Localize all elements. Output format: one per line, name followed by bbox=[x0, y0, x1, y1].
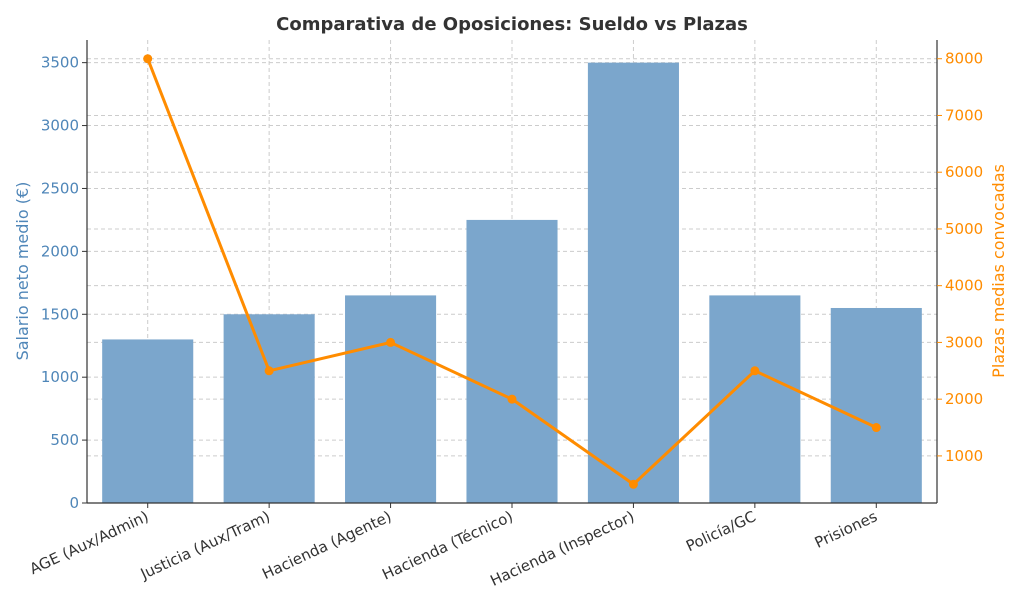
y2-tick-label: 1000 bbox=[945, 447, 983, 465]
line-point bbox=[750, 366, 760, 376]
x-tick-label: Prisiones bbox=[812, 507, 880, 552]
y2-tick-label: 7000 bbox=[945, 106, 983, 124]
bar bbox=[223, 314, 315, 503]
bars bbox=[102, 62, 922, 504]
y2-tick-label: 6000 bbox=[945, 163, 983, 181]
line-point bbox=[628, 479, 638, 489]
y2-tick-label: 8000 bbox=[945, 50, 983, 68]
line-point bbox=[507, 394, 517, 404]
y2-tick-label: 4000 bbox=[945, 277, 983, 295]
x-tick-label: Justicia (Aux/Tram) bbox=[137, 507, 273, 583]
y-tick-label: 2500 bbox=[41, 179, 79, 197]
y-tick-label: 3000 bbox=[41, 117, 79, 135]
line-point bbox=[143, 54, 153, 64]
y2-tick-label: 5000 bbox=[945, 220, 983, 238]
y2-axis-label: Plazas medias convocadas bbox=[989, 164, 1008, 378]
x-tick-label: Hacienda (Agente) bbox=[259, 507, 394, 583]
y-tick-label: 3500 bbox=[41, 54, 79, 72]
line-series bbox=[143, 54, 881, 489]
y-tick-label: 2000 bbox=[41, 242, 79, 260]
y2-tick-label: 2000 bbox=[945, 390, 983, 408]
bar bbox=[345, 295, 437, 503]
y-tick-label: 0 bbox=[69, 494, 79, 512]
bar bbox=[102, 339, 194, 503]
y-tick-label: 500 bbox=[50, 431, 79, 449]
line-point bbox=[871, 423, 881, 433]
x-tick-label: AGE (Aux/Admin) bbox=[27, 507, 152, 578]
bar bbox=[830, 307, 922, 503]
chart-title: Comparativa de Oposiciones: Sueldo vs Pl… bbox=[276, 14, 748, 35]
line-point bbox=[386, 337, 396, 347]
bar bbox=[466, 219, 558, 503]
x-tick-label: Policía/GC bbox=[683, 507, 758, 555]
bar bbox=[587, 62, 679, 504]
y2-tick-label: 3000 bbox=[945, 333, 983, 351]
y-tick-label: 1000 bbox=[41, 368, 79, 386]
y-tick-label: 1500 bbox=[41, 305, 79, 323]
y-axis-label: Salario neto medio (€) bbox=[13, 182, 32, 361]
line-point bbox=[264, 366, 274, 376]
